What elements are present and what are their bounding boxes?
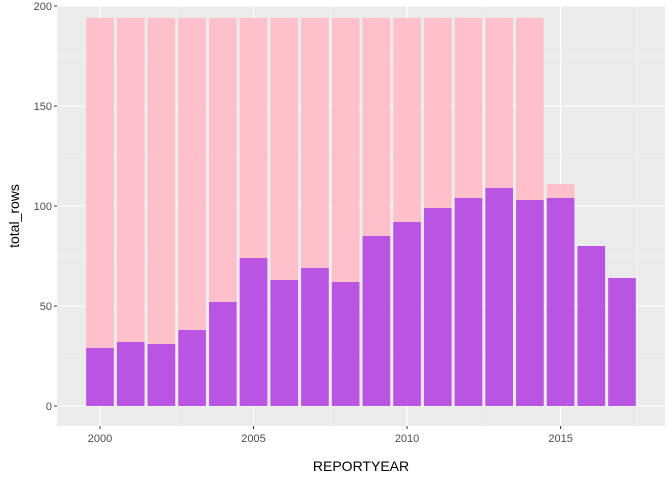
x-axis-title: REPORTYEAR <box>313 458 409 474</box>
x-tick-label: 2015 <box>548 433 572 445</box>
axis-ticks: 0 50 100 150 200 2000 2005 2010 2015 <box>34 1 573 445</box>
bar-series-1-2015 <box>546 198 575 406</box>
bar-series-1-2006 <box>270 280 299 406</box>
bar-series-0-2001 <box>116 18 145 406</box>
bar-series-1-2013 <box>485 188 513 406</box>
x-tick-label: 2010 <box>395 433 419 445</box>
bar-series-1-2011 <box>423 208 452 406</box>
bar-series-1-2007 <box>301 268 329 406</box>
y-tick-label: 150 <box>34 101 52 113</box>
bar-series-1-2004 <box>209 302 237 406</box>
bar-series-1-2017 <box>608 278 636 406</box>
bar-series-1-2016 <box>577 246 606 406</box>
y-tick-label: 50 <box>40 301 52 313</box>
y-tick-label: 0 <box>46 401 52 413</box>
x-tick-label: 2000 <box>88 433 112 445</box>
y-tick-label: 200 <box>34 1 52 13</box>
bar-series-1-2005 <box>239 258 268 406</box>
bars <box>86 18 636 406</box>
x-tick-label: 2005 <box>241 433 265 445</box>
bar-series-0-2000 <box>86 18 114 406</box>
bar-series-1-2014 <box>516 200 544 406</box>
y-tick-label: 100 <box>34 201 52 213</box>
bar-series-1-2010 <box>393 222 421 406</box>
y-axis-title: total_rows <box>6 184 22 248</box>
bar-series-1-2003 <box>178 330 206 406</box>
bar-series-1-2008 <box>331 282 360 406</box>
bar-series-1-2000 <box>86 348 114 406</box>
bar-series-1-2001 <box>116 342 145 406</box>
bar-series-1-2009 <box>362 236 391 406</box>
bar-series-1-2002 <box>147 344 176 406</box>
bar-series-1-2012 <box>454 198 483 406</box>
bar-series-0-2002 <box>147 18 176 406</box>
